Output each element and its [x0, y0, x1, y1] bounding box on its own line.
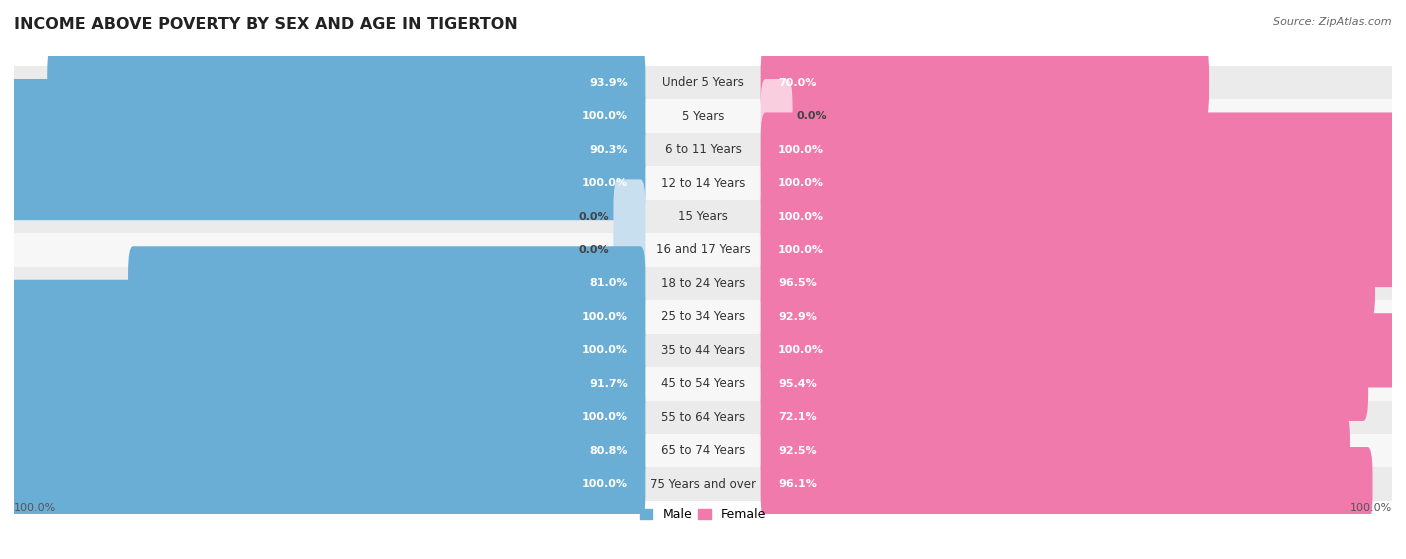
Text: 100.0%: 100.0% [1350, 503, 1392, 513]
FancyBboxPatch shape [8, 146, 645, 220]
Text: 92.9%: 92.9% [778, 312, 817, 322]
Bar [14, 267, 1392, 300]
FancyBboxPatch shape [8, 79, 645, 153]
FancyBboxPatch shape [761, 347, 1368, 421]
FancyBboxPatch shape [761, 447, 1372, 522]
Text: 100.0%: 100.0% [582, 111, 628, 121]
Text: 96.5%: 96.5% [778, 278, 817, 288]
Text: Under 5 Years: Under 5 Years [662, 76, 744, 89]
Text: 100.0%: 100.0% [582, 178, 628, 188]
FancyBboxPatch shape [761, 179, 1398, 254]
FancyBboxPatch shape [613, 213, 645, 287]
FancyBboxPatch shape [761, 112, 1398, 187]
Bar [14, 167, 1392, 200]
Text: 81.0%: 81.0% [589, 278, 628, 288]
Text: 100.0%: 100.0% [582, 345, 628, 356]
FancyBboxPatch shape [761, 280, 1353, 354]
Bar [14, 233, 1392, 267]
FancyBboxPatch shape [761, 380, 1222, 454]
Text: 75 Years and over: 75 Years and over [650, 478, 756, 491]
Text: 65 to 74 Years: 65 to 74 Years [661, 444, 745, 457]
Text: 0.0%: 0.0% [578, 245, 609, 255]
Text: 6 to 11 Years: 6 to 11 Years [665, 143, 741, 156]
Legend: Male, Female: Male, Female [636, 503, 770, 527]
Text: 92.5%: 92.5% [778, 446, 817, 456]
Text: 90.3%: 90.3% [589, 145, 628, 155]
Text: 18 to 24 Years: 18 to 24 Years [661, 277, 745, 290]
Text: 100.0%: 100.0% [582, 412, 628, 422]
FancyBboxPatch shape [761, 247, 1375, 320]
Text: 100.0%: 100.0% [14, 503, 56, 513]
Bar [14, 133, 1392, 167]
Text: 0.0%: 0.0% [797, 111, 828, 121]
Text: 100.0%: 100.0% [582, 479, 628, 489]
Text: 80.8%: 80.8% [589, 446, 628, 456]
FancyBboxPatch shape [613, 179, 645, 254]
Text: 100.0%: 100.0% [778, 211, 824, 221]
FancyBboxPatch shape [129, 414, 645, 488]
Text: 95.4%: 95.4% [778, 379, 817, 389]
Text: 0.0%: 0.0% [578, 211, 609, 221]
Text: 100.0%: 100.0% [778, 245, 824, 255]
Bar [14, 434, 1392, 467]
FancyBboxPatch shape [761, 213, 1398, 287]
Text: 93.9%: 93.9% [589, 78, 628, 88]
Text: 16 and 17 Years: 16 and 17 Years [655, 244, 751, 257]
Bar [14, 200, 1392, 233]
Text: 12 to 14 Years: 12 to 14 Years [661, 177, 745, 190]
FancyBboxPatch shape [60, 347, 645, 421]
FancyBboxPatch shape [761, 45, 1209, 120]
Bar [14, 66, 1392, 100]
Text: 55 to 64 Years: 55 to 64 Years [661, 411, 745, 424]
Text: 100.0%: 100.0% [582, 312, 628, 322]
Bar [14, 334, 1392, 367]
Text: 72.1%: 72.1% [778, 412, 817, 422]
FancyBboxPatch shape [128, 247, 645, 320]
Text: 100.0%: 100.0% [778, 345, 824, 356]
Text: 100.0%: 100.0% [778, 145, 824, 155]
Text: 45 to 54 Years: 45 to 54 Years [661, 377, 745, 390]
Text: 25 to 34 Years: 25 to 34 Years [661, 310, 745, 323]
Text: 100.0%: 100.0% [778, 178, 824, 188]
FancyBboxPatch shape [761, 79, 793, 153]
FancyBboxPatch shape [8, 280, 645, 354]
Text: 91.7%: 91.7% [589, 379, 628, 389]
Text: 5 Years: 5 Years [682, 110, 724, 122]
Bar [14, 300, 1392, 334]
Text: INCOME ABOVE POVERTY BY SEX AND AGE IN TIGERTON: INCOME ABOVE POVERTY BY SEX AND AGE IN T… [14, 17, 517, 32]
Text: 15 Years: 15 Years [678, 210, 728, 223]
FancyBboxPatch shape [8, 380, 645, 454]
FancyBboxPatch shape [48, 45, 645, 120]
Text: Source: ZipAtlas.com: Source: ZipAtlas.com [1274, 17, 1392, 27]
FancyBboxPatch shape [8, 313, 645, 387]
Bar [14, 367, 1392, 400]
FancyBboxPatch shape [70, 112, 645, 187]
FancyBboxPatch shape [761, 313, 1398, 387]
Text: 96.1%: 96.1% [778, 479, 817, 489]
FancyBboxPatch shape [761, 414, 1350, 488]
Bar [14, 467, 1392, 501]
FancyBboxPatch shape [761, 146, 1398, 220]
Text: 70.0%: 70.0% [778, 78, 817, 88]
Bar [14, 100, 1392, 133]
Bar [14, 400, 1392, 434]
Text: 35 to 44 Years: 35 to 44 Years [661, 344, 745, 357]
FancyBboxPatch shape [8, 447, 645, 522]
